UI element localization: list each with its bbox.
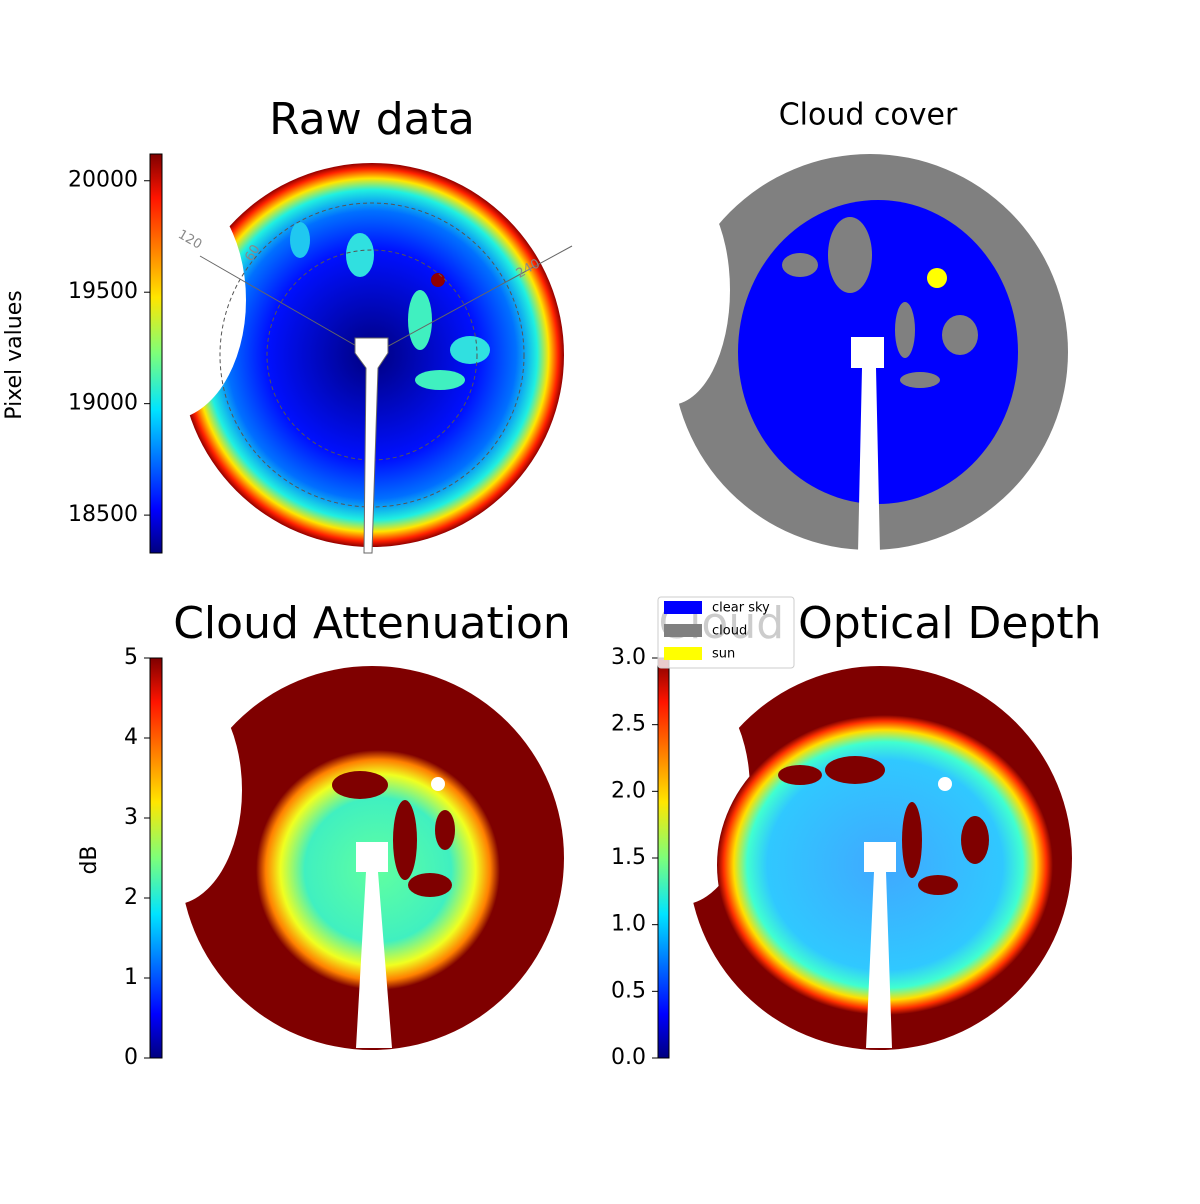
raw-image: 120 60 240 (90, 163, 573, 554)
legend-label: cloud (712, 624, 747, 639)
panel-title: Raw data (269, 94, 475, 145)
cloud-blob (902, 802, 922, 878)
tick-label: 0.0 (611, 1045, 646, 1070)
tick-label: 2 (124, 885, 138, 910)
cloud-blob (415, 370, 465, 390)
cloud-image (610, 154, 1068, 553)
angle-label: 60 (242, 242, 263, 264)
cloud-blob (332, 771, 388, 799)
tick-label: 1.0 (611, 912, 646, 937)
mast (356, 842, 392, 1048)
tick-label: 19500 (68, 279, 138, 304)
mask (102, 675, 242, 905)
tick-label: 0.5 (611, 978, 646, 1003)
tick-label: 3 (124, 805, 138, 830)
cloud-blob (961, 816, 989, 864)
legend-swatch (664, 624, 702, 637)
sun (927, 268, 947, 288)
cloud-blob (918, 875, 958, 895)
mask (90, 180, 246, 420)
panel-title: Cloud Attenuation (173, 598, 571, 649)
cloud-blob (895, 302, 915, 358)
tick-label: 20000 (68, 168, 138, 193)
optical-depth-image (610, 666, 1072, 1050)
tick-label: 4 (124, 725, 138, 750)
cloud-blob (393, 800, 417, 880)
sun (938, 777, 952, 791)
tick-label: 5 (124, 645, 138, 670)
guide-line (199, 255, 373, 356)
tick-label: 2.5 (611, 712, 646, 737)
tick-label: 19000 (68, 391, 138, 416)
cloud-blob (346, 233, 374, 277)
sun (431, 273, 445, 287)
mast (354, 337, 389, 554)
colorbar (657, 657, 670, 1059)
cloud-blob (290, 222, 310, 258)
mask (610, 175, 730, 405)
mast (851, 337, 884, 553)
cloud-blob (435, 810, 455, 850)
tick-label: 1 (124, 965, 138, 990)
cloud-blob (450, 336, 490, 364)
tick-label: 1.5 (611, 845, 646, 870)
cloud-blob (900, 372, 940, 388)
cloud-blob (942, 315, 978, 355)
mask (610, 675, 750, 905)
legend-label: clear sky (712, 601, 770, 616)
legend-swatch (664, 601, 702, 614)
cloud-blob (408, 873, 452, 897)
colorbar (149, 657, 163, 1059)
tick-label: 3.0 (611, 645, 646, 670)
mast (864, 842, 896, 1048)
legend-label: sun (712, 647, 735, 662)
cloud-blob (778, 765, 822, 785)
guide-line (371, 245, 573, 356)
colorbar (149, 153, 163, 554)
tick-label: 18500 (68, 502, 138, 527)
panel-title: Cloud cover (779, 98, 958, 133)
cloud-blob (408, 290, 432, 350)
legend-swatch (664, 647, 702, 660)
cloud-blob (825, 756, 885, 784)
legend: clear sky cloud sun (657, 596, 795, 669)
tick-label: 0 (124, 1045, 138, 1070)
colorbar-label: dB (77, 845, 102, 874)
cloud-blob (782, 253, 818, 277)
sun (431, 777, 445, 791)
tick-label: 2.0 (611, 778, 646, 803)
attenuation-image (102, 666, 564, 1050)
colorbar-label: Pixel values (2, 290, 27, 419)
cloud-blob (828, 217, 872, 293)
